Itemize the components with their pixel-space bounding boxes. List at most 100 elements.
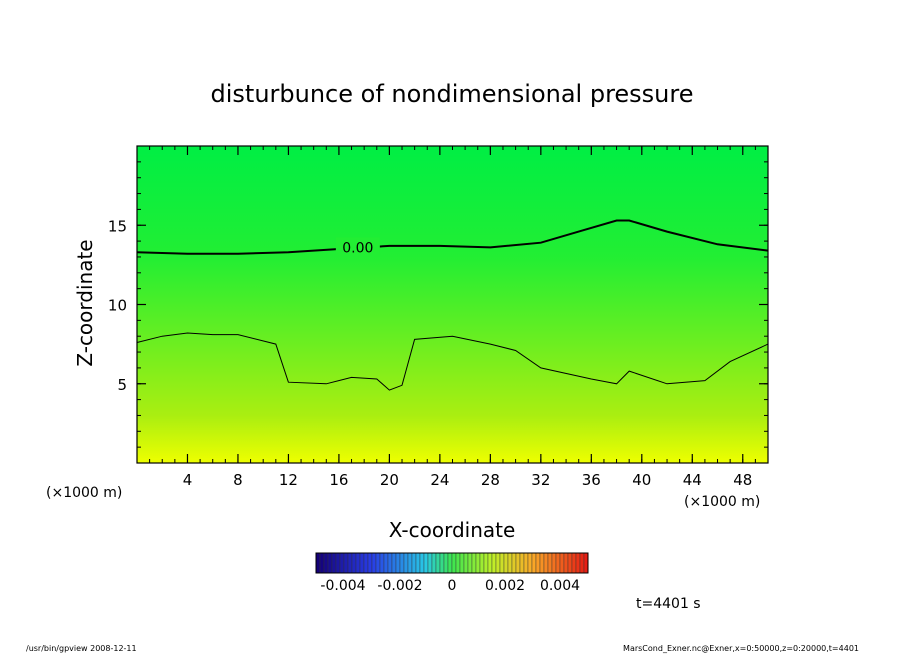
y-tick-label: 5 [117,376,127,394]
colorbar-cell [419,552,425,574]
colorbar-cell [431,552,437,574]
colorbar-cell [511,552,517,574]
y-tick-label: 15 [108,217,127,235]
colorbar-cell [559,552,565,574]
x-tick-label: 24 [430,471,449,489]
colorbar-cell [467,552,473,574]
x-tick-label: 48 [733,471,752,489]
colorbar-cell [531,552,537,574]
colorbar-cell [347,552,353,574]
colorbar-cell [463,552,469,574]
x-tick-label: 12 [279,471,298,489]
colorbar-cell [487,552,493,574]
colorbar-cell [439,552,445,574]
x-tick-label: 40 [632,471,651,489]
colorbar-cell [583,552,589,574]
colorbar-cell [387,552,393,574]
footer-right: MarsCond_Exner.nc@Exner,x=0:50000,z=0:20… [623,644,859,653]
colorbar-cell [499,552,505,574]
colorbar-cell [579,552,585,574]
colorbar-label: -0.002 [377,578,422,594]
contour-label: 0.00 [342,240,373,256]
colorbar-cell [331,552,337,574]
colorbar-cell [483,552,489,574]
colorbar-cell [523,552,529,574]
time-label: t=4401 s [636,596,701,612]
colorbar-cell [539,552,545,574]
y-axis-unit: (×1000 m) [46,485,122,501]
colorbar-cell [335,552,341,574]
colorbar-cell [319,552,325,574]
colorbar-cell [415,552,421,574]
colorbar-cell [459,552,465,574]
colorbar-cell [543,552,549,574]
colorbar-cell [371,552,377,574]
colorbar-cell [571,552,577,574]
colorbar-cell [535,552,541,574]
colorbar-cell [339,552,345,574]
x-tick-label: 44 [683,471,702,489]
colorbar-cell [351,552,357,574]
colorbar-cell [451,552,457,574]
colorbar-cell [355,552,361,574]
colorbar-cell [427,552,433,574]
colorbar-cell [435,552,441,574]
chart-title: disturbunce of nondimensional pressure [211,80,694,108]
colorbar-cell [327,552,333,574]
colorbar-cell [491,552,497,574]
colorbar-cell [379,552,385,574]
colorbar-cell [391,552,397,574]
footer-left: /usr/bin/gpview 2008-12-11 [26,644,137,653]
colorbar-cell [519,552,525,574]
contour-lower-line [136,332,769,391]
colorbar-cell [551,552,557,574]
y-axis-label: Z-coordinate [73,239,97,366]
colorbar-cell [343,552,349,574]
colorbar-cell [411,552,417,574]
x-tick-label: 28 [481,471,500,489]
colorbar-cell [503,552,509,574]
contour-zero-line [136,219,769,255]
colorbar-cell [447,552,453,574]
colorbar-cell [315,552,321,574]
colorbar-cell [567,552,573,574]
colorbar-label: 0.002 [485,578,525,594]
x-tick-label: 36 [582,471,601,489]
colorbar-cell [527,552,533,574]
shaded-field [137,146,768,463]
colorbar-cell [471,552,477,574]
colorbar [315,552,589,574]
colorbar-cell [407,552,413,574]
x-tick-label: 32 [531,471,550,489]
colorbar-cell [455,552,461,574]
colorbar-label: 0.004 [540,578,580,594]
x-axis-label: X-coordinate [389,518,516,542]
colorbar-cell [363,552,369,574]
colorbar-cell [375,552,381,574]
colorbar-frame [315,552,589,574]
x-axis-unit: (×1000 m) [684,494,760,510]
colorbar-cell [367,552,373,574]
x-tick-label: 4 [183,471,193,489]
x-tick-label: 16 [329,471,348,489]
x-tick-label: 8 [233,471,243,489]
colorbar-label: -0.004 [320,578,365,594]
colorbar-cell [423,552,429,574]
colorbar-cell [479,552,485,574]
y-tick-label: 10 [108,297,127,315]
contour-label-bg [335,237,380,256]
colorbar-cell [575,552,581,574]
colorbar-cell [507,552,513,574]
colorbar-cell [443,552,449,574]
colorbar-cell [515,552,521,574]
colorbar-cell [383,552,389,574]
colorbar-label: 0 [448,578,457,594]
colorbar-cell [399,552,405,574]
x-tick-label: 20 [380,471,399,489]
colorbar-cell [495,552,501,574]
colorbar-cell [395,552,401,574]
colorbar-cell [475,552,481,574]
colorbar-cell [403,552,409,574]
